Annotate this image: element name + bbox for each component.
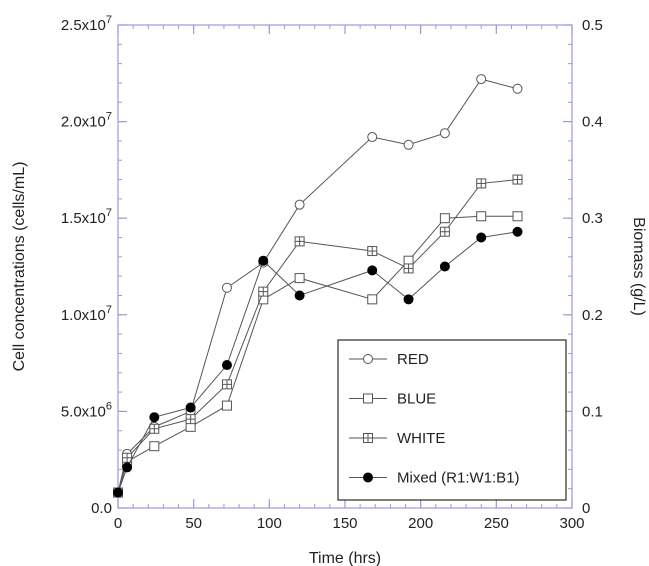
y2-tick-label: 0.5 (582, 17, 603, 34)
data-point (476, 232, 487, 243)
data-point (221, 282, 232, 293)
series-layer (113, 74, 523, 498)
data-point (221, 400, 232, 411)
data-point (294, 273, 305, 284)
x-axis-title: Time (hrs) (309, 550, 381, 566)
x-tick-label: 100 (257, 515, 282, 532)
x-tick-label: 300 (559, 515, 584, 532)
legend-label: Mixed (R1:W1:B1) (397, 470, 520, 487)
legend-marker (363, 433, 373, 443)
legend-item: WHITE (349, 430, 445, 447)
y2-axis-title: Biomass (g/L) (630, 217, 647, 316)
x-tick-label: 150 (332, 515, 357, 532)
data-point (512, 83, 523, 94)
data-point (294, 236, 305, 247)
legend-items: RED BLUE WHITE Mixed (R1:W1:B1) (349, 351, 520, 487)
data-point (476, 178, 487, 189)
data-point (367, 132, 378, 143)
data-point (221, 360, 232, 371)
data-point (258, 255, 269, 266)
y-tick-label: 5.0x106 (61, 400, 112, 420)
legend-marker (363, 354, 373, 364)
y2-tick-label: 0.3 (582, 210, 603, 227)
data-point (149, 441, 160, 452)
y-tick-label: 1.5x107 (61, 207, 112, 227)
data-point (439, 261, 450, 272)
data-point (221, 379, 232, 390)
x-tick-label: 250 (484, 515, 509, 532)
legend-item: BLUE (349, 391, 436, 408)
data-point (367, 246, 378, 257)
data-point (439, 226, 450, 237)
data-point (476, 74, 487, 85)
legend-marker (363, 472, 373, 483)
y-tick-label: 0.0 (91, 500, 112, 517)
data-point (512, 226, 523, 237)
x-tick-label: 50 (185, 515, 202, 532)
data-point (122, 462, 133, 473)
data-point (149, 423, 160, 434)
legend: RED BLUE WHITE Mixed (R1:W1:B1) (337, 339, 567, 501)
data-point (512, 174, 523, 185)
y-tick-label: 1.0x107 (61, 304, 112, 324)
legend-label: RED (397, 351, 429, 368)
data-point (367, 294, 378, 305)
legend-marker (363, 393, 373, 404)
data-point (294, 290, 305, 301)
data-point (439, 128, 450, 139)
series-2 (113, 174, 523, 498)
y-axis-title: Cell concentrations (cells/mL) (11, 162, 28, 372)
data-point (149, 412, 160, 423)
data-point (185, 402, 196, 413)
data-point (512, 211, 523, 222)
data-point (258, 286, 269, 297)
data-point (185, 414, 196, 425)
data-point (122, 452, 133, 463)
data-point (113, 487, 123, 498)
data-point (476, 211, 487, 222)
plot-frame (117, 24, 573, 509)
legend-item: RED (349, 351, 429, 368)
data-point (403, 263, 414, 274)
legend-label: BLUE (397, 391, 436, 408)
x-tick-label: 0 (114, 515, 122, 532)
tick-labels: 0 50 100 150 200 250 300 0.0 5.0x106 1.0x107 1.5x1… (61, 14, 603, 532)
y-tick-label: 2.0x107 (61, 111, 112, 131)
y2-tick-label: 0.2 (582, 307, 603, 324)
y2-tick-label: 0 (582, 500, 590, 517)
series-1 (113, 211, 523, 498)
legend-label: WHITE (397, 430, 445, 447)
legend-item: Mixed (R1:W1:B1) (349, 470, 520, 487)
data-point (403, 294, 414, 305)
y2-tick-label: 0.4 (582, 114, 603, 131)
series-line (117, 231, 518, 493)
data-point (294, 199, 305, 210)
x-tick-label: 200 (408, 515, 433, 532)
legend-box (337, 339, 567, 501)
y2-tick-label: 0.1 (582, 403, 603, 420)
data-point (439, 213, 450, 224)
data-point (403, 139, 414, 150)
data-point (367, 265, 378, 276)
series-3 (113, 226, 523, 498)
y-tick-label: 2.5x107 (61, 14, 112, 34)
